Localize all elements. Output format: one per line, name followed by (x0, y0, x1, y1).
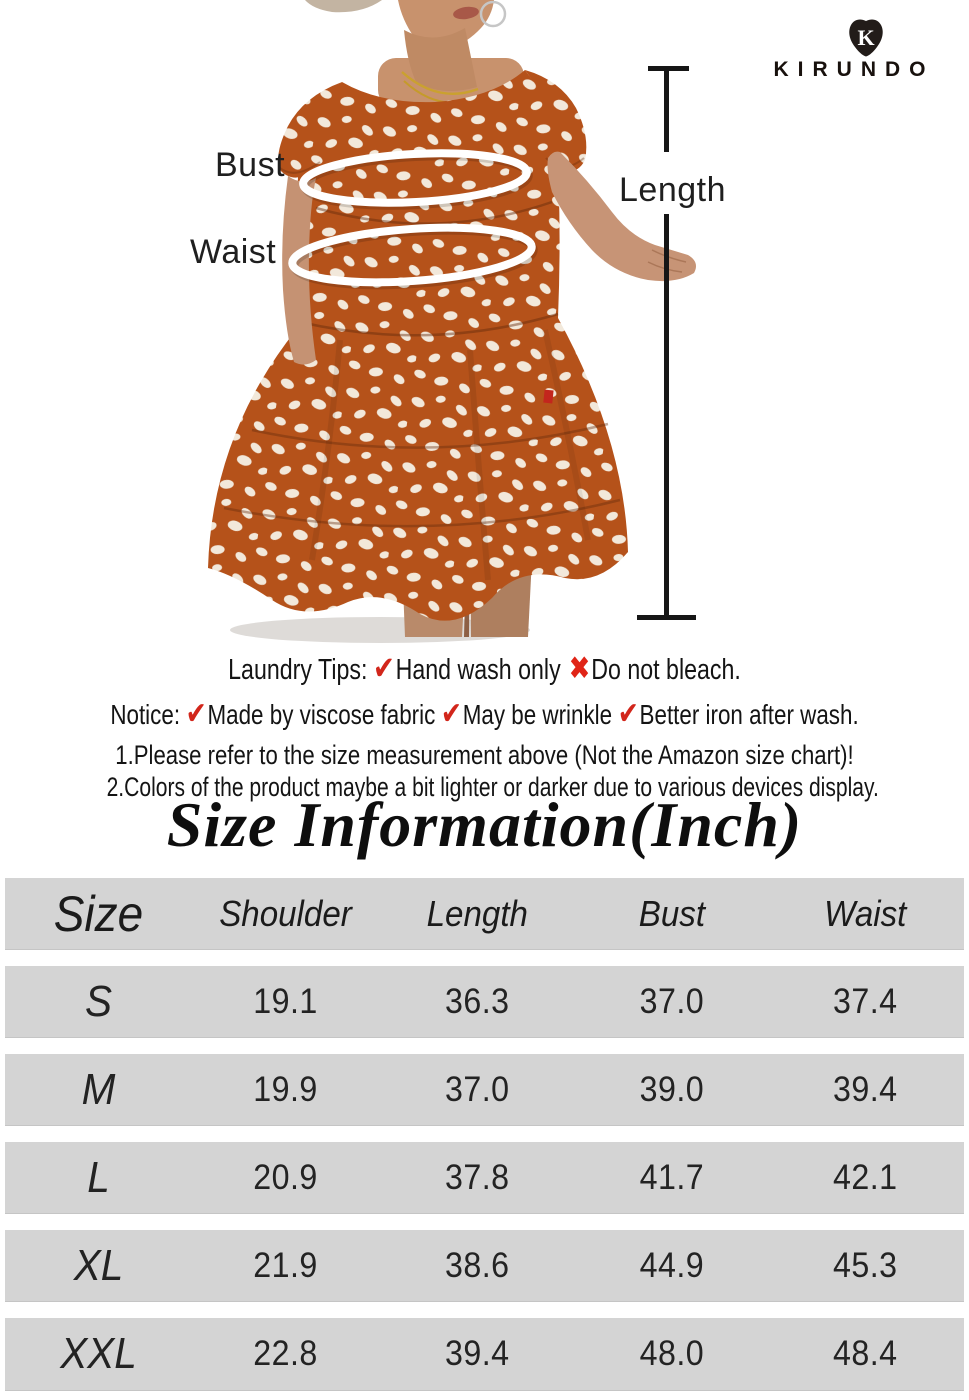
laundry-item: Hand wash only (395, 654, 561, 686)
check-icon: ✔ (617, 696, 639, 732)
cell-bust: 39.0 (639, 1069, 704, 1109)
table-row: XL 21.9 38.6 44.9 45.3 (5, 1230, 964, 1302)
check-icon: ✔ (185, 696, 207, 732)
cell-size: XXL (60, 1329, 137, 1378)
cell-length: 38.6 (445, 1245, 510, 1285)
brand-logo-icon: K (849, 19, 883, 57)
length-measure-line (637, 66, 696, 620)
check-icon: ✔ (373, 649, 395, 687)
note-1: 1.Please refer to the size measurement a… (115, 740, 854, 770)
cell-shoulder: 19.9 (253, 1069, 318, 1109)
cross-icon: ✖ (568, 649, 591, 687)
length-label: Length (619, 171, 726, 209)
cell-bust: 44.9 (639, 1245, 704, 1285)
laundry-prefix: Laundry Tips: (228, 654, 368, 686)
dress (208, 70, 628, 621)
note-2: 2.Colors of the product maybe a bit ligh… (106, 772, 879, 802)
cell-shoulder: 20.9 (253, 1157, 318, 1197)
cell-shoulder: 19.1 (253, 981, 318, 1021)
table-row: XXL 22.8 39.4 48.0 48.4 (5, 1318, 964, 1391)
notice-item: Better iron after wash. (639, 699, 859, 730)
col-header-bust: Bust (638, 892, 705, 934)
product-photo (208, 0, 696, 643)
bust-label: Bust (215, 146, 286, 184)
cell-waist: 37.4 (833, 981, 898, 1021)
cell-length: 36.3 (445, 981, 510, 1021)
check-icon: ✔ (440, 696, 462, 732)
cell-length: 39.4 (445, 1334, 510, 1373)
cell-waist: 39.4 (833, 1069, 898, 1109)
cell-waist: 42.1 (833, 1157, 898, 1197)
dress-tag (543, 389, 554, 404)
table-header-row: Size Shoulder Length Bust Waist (5, 878, 964, 950)
cell-bust: 37.0 (639, 981, 704, 1021)
cell-size: L (87, 1152, 110, 1202)
col-header-length: Length (426, 892, 528, 934)
waist-label: Waist (190, 233, 277, 271)
brand-name: KIRUNDO (773, 58, 935, 81)
notice-item: May be wrinkle (462, 699, 613, 730)
laundry-item: Do not bleach. (591, 654, 741, 686)
cell-shoulder: 22.8 (253, 1334, 318, 1373)
cell-shoulder: 21.9 (253, 1245, 318, 1285)
cell-length: 37.8 (445, 1157, 510, 1197)
col-header-shoulder: Shoulder (219, 892, 352, 934)
col-header-size: Size (53, 885, 144, 942)
cell-waist: 48.4 (833, 1334, 898, 1373)
waist-measure-ring (288, 223, 538, 290)
cell-size: M (81, 1064, 116, 1114)
table-row: M 19.9 37.0 39.0 39.4 (5, 1054, 964, 1126)
brand-logo-letter: K (857, 25, 874, 50)
cell-length: 37.0 (445, 1069, 510, 1109)
notice-line: Notice: ✔Made by viscose fabric ✔May be wr… (97, 696, 872, 732)
bust-measure-ring (299, 149, 533, 210)
cell-size: XL (73, 1240, 124, 1290)
col-header-waist: Waist (824, 892, 907, 934)
notice-prefix: Notice: (110, 699, 181, 730)
table-row: S 19.1 36.3 37.0 37.4 (5, 966, 964, 1038)
notice-item: Made by viscose fabric (207, 699, 436, 730)
cell-size: S (84, 976, 112, 1026)
cell-bust: 41.7 (639, 1157, 704, 1197)
table-row: L 20.9 37.8 41.7 42.1 (5, 1142, 964, 1214)
size-information-title: Size Information(Inch) (166, 789, 803, 860)
laundry-tips-line: Laundry Tips: ✔Hand wash only ✖Do not blea… (97, 649, 872, 687)
cell-bust: 48.0 (639, 1334, 704, 1373)
cell-waist: 45.3 (833, 1245, 898, 1285)
